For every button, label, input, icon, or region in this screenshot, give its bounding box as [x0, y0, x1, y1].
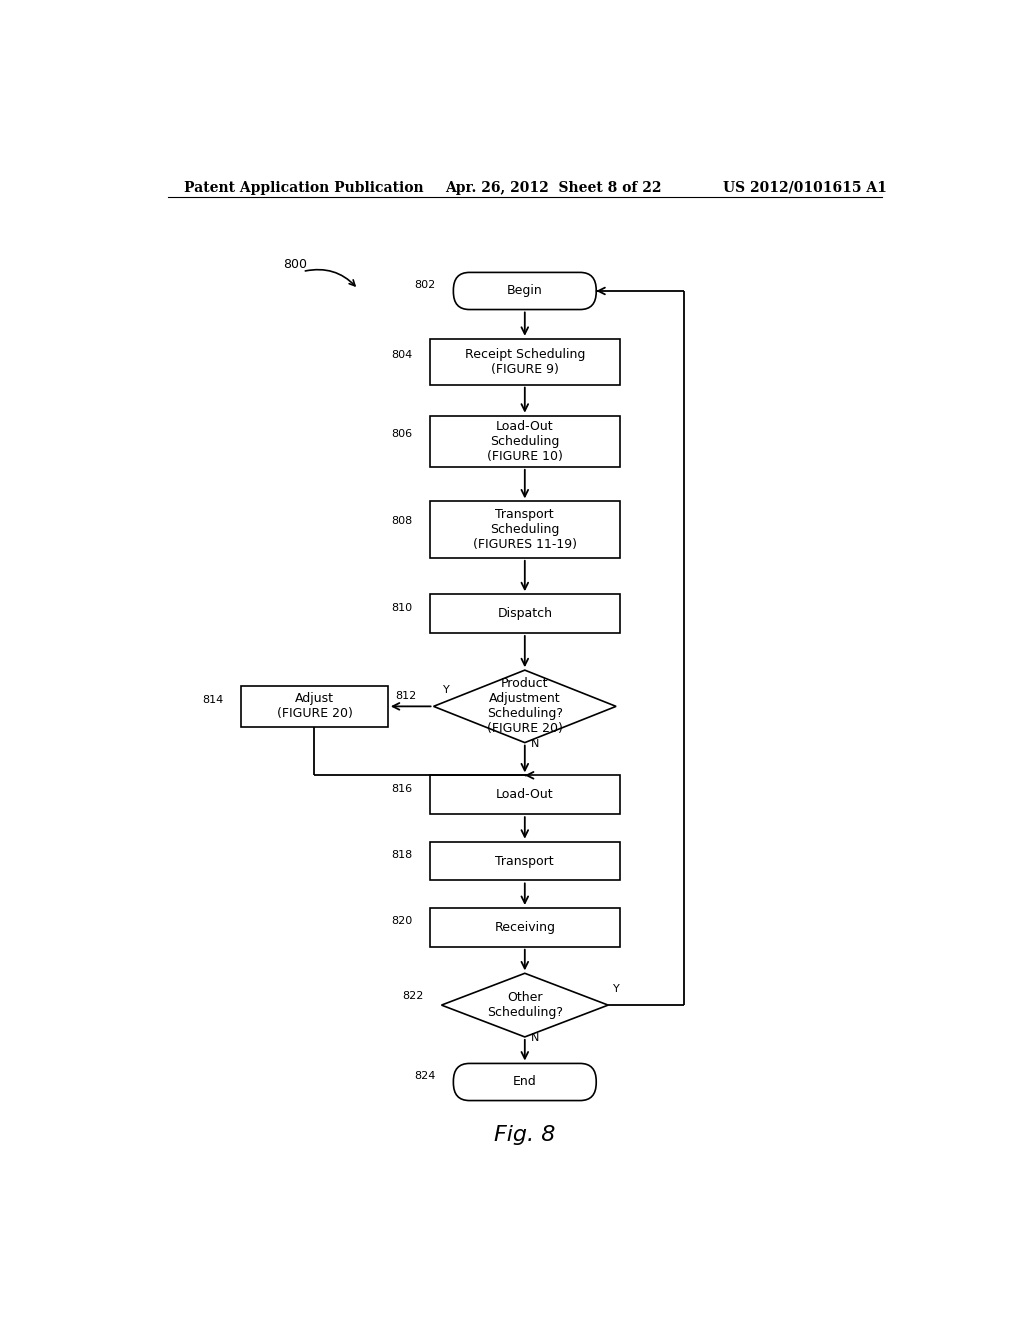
Text: Y: Y	[613, 983, 620, 994]
FancyBboxPatch shape	[430, 416, 620, 467]
Text: 812: 812	[395, 690, 416, 701]
Text: End: End	[513, 1076, 537, 1089]
Text: 816: 816	[391, 784, 412, 793]
Text: Y: Y	[443, 685, 450, 694]
FancyBboxPatch shape	[430, 594, 620, 634]
Text: US 2012/0101615 A1: US 2012/0101615 A1	[723, 181, 887, 195]
Text: 810: 810	[391, 603, 412, 612]
Text: 820: 820	[391, 916, 412, 927]
Text: Other
Scheduling?: Other Scheduling?	[486, 991, 563, 1019]
Text: Fig. 8: Fig. 8	[495, 1125, 555, 1144]
Text: Apr. 26, 2012  Sheet 8 of 22: Apr. 26, 2012 Sheet 8 of 22	[445, 181, 662, 195]
Text: 800: 800	[283, 257, 307, 271]
Text: 818: 818	[391, 850, 412, 861]
Text: 822: 822	[402, 990, 424, 1001]
Text: Receiving: Receiving	[495, 921, 555, 933]
Text: Transport: Transport	[496, 854, 554, 867]
FancyBboxPatch shape	[430, 775, 620, 814]
FancyBboxPatch shape	[454, 1064, 596, 1101]
Polygon shape	[433, 671, 616, 743]
Text: 808: 808	[391, 516, 412, 527]
Text: Begin: Begin	[507, 285, 543, 297]
Text: Product
Adjustment
Scheduling?
(FIGURE 20): Product Adjustment Scheduling? (FIGURE 2…	[486, 677, 563, 735]
FancyBboxPatch shape	[430, 502, 620, 558]
Polygon shape	[441, 973, 608, 1038]
FancyBboxPatch shape	[454, 272, 596, 309]
Text: Adjust
(FIGURE 20): Adjust (FIGURE 20)	[276, 693, 352, 721]
FancyBboxPatch shape	[430, 908, 620, 946]
Text: Load-Out: Load-Out	[496, 788, 554, 801]
Text: N: N	[531, 1034, 540, 1043]
Text: 814: 814	[203, 696, 223, 705]
Text: 804: 804	[391, 350, 412, 360]
Text: 806: 806	[391, 429, 412, 438]
Text: Receipt Scheduling
(FIGURE 9): Receipt Scheduling (FIGURE 9)	[465, 347, 585, 376]
Text: Patent Application Publication: Patent Application Publication	[183, 181, 423, 195]
FancyBboxPatch shape	[430, 842, 620, 880]
Text: Load-Out
Scheduling
(FIGURE 10): Load-Out Scheduling (FIGURE 10)	[486, 420, 563, 463]
Text: 802: 802	[415, 280, 436, 290]
Text: N: N	[531, 739, 540, 748]
Text: Transport
Scheduling
(FIGURES 11-19): Transport Scheduling (FIGURES 11-19)	[473, 508, 577, 552]
Text: Dispatch: Dispatch	[498, 607, 552, 620]
FancyBboxPatch shape	[430, 339, 620, 384]
Text: 824: 824	[415, 1072, 436, 1081]
FancyBboxPatch shape	[241, 686, 388, 727]
